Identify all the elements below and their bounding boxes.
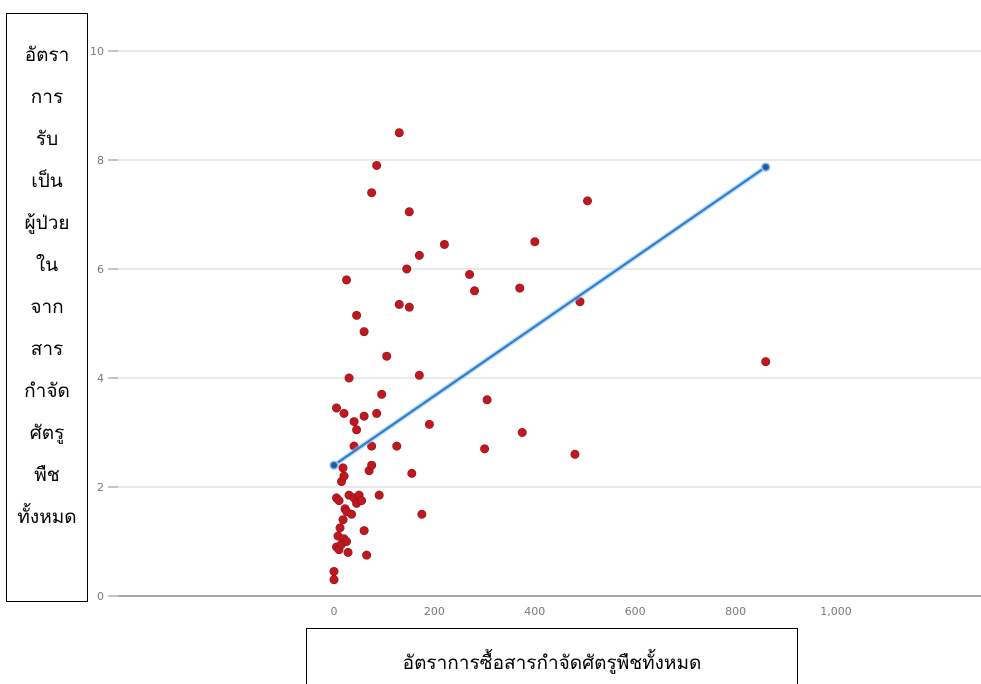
y-axis-label-line: ใน xyxy=(35,254,59,276)
y-tick-label: 4 xyxy=(97,372,104,385)
y-axis-label-line: รับ xyxy=(35,128,59,150)
data-point xyxy=(417,509,427,519)
data-point xyxy=(344,373,354,383)
y-axis-ticks: 0 2 4 6 8 10 xyxy=(90,45,104,603)
data-point xyxy=(357,496,367,506)
data-point xyxy=(394,128,404,138)
trend-line-endpoint xyxy=(329,460,339,470)
data-point xyxy=(515,283,525,293)
data-point xyxy=(342,275,352,285)
x-tick-label: 1,000 xyxy=(820,605,852,618)
data-point xyxy=(339,408,349,418)
x-tick-label: 0 xyxy=(331,605,338,618)
data-point xyxy=(352,310,362,320)
data-point xyxy=(335,523,345,533)
data-point xyxy=(359,526,369,536)
x-axis-label-box: อัตราการซื้อสารกำจัดศัตรูพืชทั้งหมด xyxy=(306,628,798,684)
data-point xyxy=(372,408,382,418)
y-axis-label-line: ศัตรู xyxy=(29,422,65,444)
data-point xyxy=(352,425,362,435)
x-tick-label: 200 xyxy=(424,605,445,618)
data-point xyxy=(382,351,392,361)
data-point xyxy=(480,444,490,454)
data-points xyxy=(329,128,771,585)
data-point xyxy=(349,417,359,427)
x-tick-label: 800 xyxy=(725,605,746,618)
data-point xyxy=(372,160,382,170)
data-point xyxy=(374,490,384,500)
y-axis-label-line: อัตรา xyxy=(24,44,70,66)
data-point xyxy=(347,509,357,519)
x-tick-label: 400 xyxy=(524,605,545,618)
y-axis-label-line: จาก xyxy=(30,296,64,318)
data-point xyxy=(343,547,353,557)
data-point xyxy=(329,566,339,576)
y-tick-label: 10 xyxy=(90,45,104,58)
data-point xyxy=(404,207,414,217)
data-point xyxy=(329,575,339,585)
data-point xyxy=(359,327,369,337)
data-point xyxy=(530,237,540,247)
y-axis-label-line: เป็น xyxy=(31,170,63,192)
data-point xyxy=(334,496,344,506)
data-point xyxy=(362,550,372,560)
data-point xyxy=(359,411,369,421)
data-point xyxy=(402,264,412,274)
data-point xyxy=(377,389,387,399)
data-point xyxy=(407,468,417,478)
x-tick-label: 600 xyxy=(625,605,646,618)
data-point xyxy=(482,395,492,405)
y-tick-label: 2 xyxy=(97,481,104,494)
data-point xyxy=(583,196,593,206)
data-point xyxy=(338,515,348,525)
y-axis-label-line: การ xyxy=(30,86,64,108)
y-axis-label: อัตราการรับเป็นผู้ป่วยในจากสารกำจัดศัตรู… xyxy=(6,13,88,602)
data-point xyxy=(761,357,771,367)
data-point xyxy=(338,463,348,473)
data-point xyxy=(404,302,414,312)
data-point xyxy=(414,250,424,260)
data-point xyxy=(342,536,352,546)
data-point xyxy=(392,441,402,451)
y-tick-label: 0 xyxy=(97,590,104,603)
trend-line-endpoint xyxy=(760,162,771,172)
data-point xyxy=(470,286,480,296)
x-axis-label: อัตราการซื้อสารกำจัดศัตรูพืชทั้งหมด xyxy=(402,652,702,674)
y-tick-label: 8 xyxy=(97,154,104,167)
trend-line-group xyxy=(329,162,771,470)
trend-line xyxy=(332,165,767,467)
data-point xyxy=(367,460,377,470)
data-point xyxy=(517,427,527,437)
y-tick-label: 6 xyxy=(97,263,104,276)
data-point xyxy=(414,370,424,380)
y-axis-label-line: สาร xyxy=(30,338,64,360)
data-point xyxy=(367,188,377,198)
y-axis-label-line: กำจัด xyxy=(24,380,70,402)
y-axis-label-line: พืช xyxy=(34,464,60,486)
x-axis-ticks: 0 200 400 600 800 1,000 xyxy=(331,605,852,618)
data-point xyxy=(570,449,580,459)
grid-lines xyxy=(108,50,981,597)
data-point xyxy=(465,269,475,279)
data-point xyxy=(339,471,349,481)
data-point xyxy=(439,239,449,249)
data-point xyxy=(394,299,404,309)
data-point xyxy=(332,403,342,413)
data-point xyxy=(424,419,434,429)
y-axis-label-line: ผู้ป่วย xyxy=(24,212,70,234)
y-axis-label-line: ทั้งหมด xyxy=(17,506,77,528)
